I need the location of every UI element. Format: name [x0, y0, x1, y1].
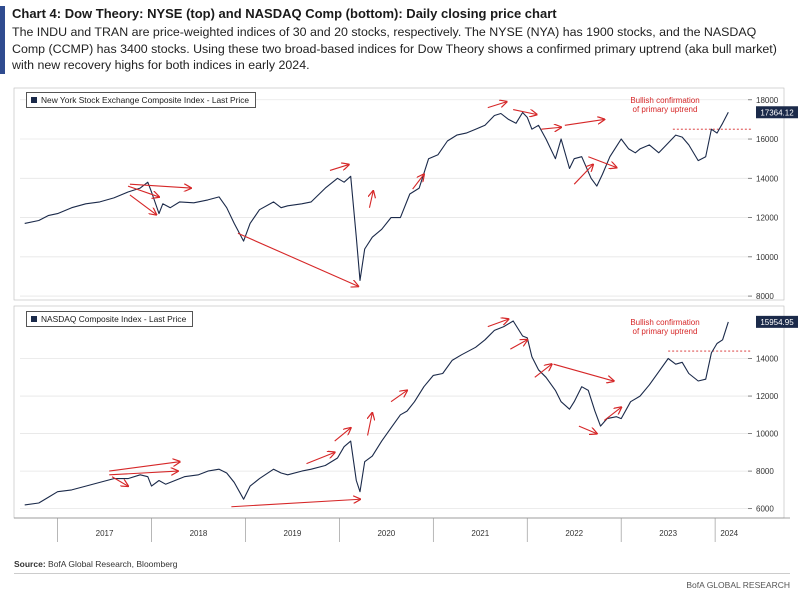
top-trend-arrow — [129, 194, 156, 215]
legend-top: New York Stock Exchange Composite Index … — [26, 92, 257, 108]
brand-footer: BofA GLOBAL RESEARCH — [686, 580, 790, 590]
top-ytick-label: 12000 — [756, 214, 779, 223]
bottom-annotation: Bullish confirmation of primary uptrend — [630, 318, 699, 336]
top-trend-arrow — [129, 183, 191, 188]
bottom-trend-arrow — [368, 413, 373, 436]
top-trend-arrow — [573, 165, 593, 185]
top-ytick-label: 18000 — [756, 96, 779, 105]
bottom-trend-arrow — [510, 340, 527, 350]
x-year-label: 2019 — [284, 529, 302, 538]
bottom-ytick-label: 8000 — [756, 467, 774, 476]
top-panel-frame — [13, 87, 785, 301]
bottom-ytick-label: 12000 — [756, 392, 779, 401]
x-year-label: 2018 — [190, 529, 208, 538]
top-trend-arrow — [369, 191, 373, 208]
legend-top-label: New York Stock Exchange Composite Index … — [41, 95, 250, 105]
source-note: Source: BofA Global Research, Bloomberg — [14, 559, 178, 569]
bottom-trend-arrow — [553, 363, 614, 381]
bottom-annotation-line: of primary uptrend — [633, 327, 698, 336]
bottom-trend-arrow — [603, 407, 621, 421]
top-trend-arrow — [329, 165, 349, 171]
top-price-line — [24, 111, 729, 281]
top-trend-arrow — [564, 119, 604, 126]
bottom-panel-frame — [13, 305, 785, 519]
bottom-trend-arrow — [306, 452, 335, 465]
top-trend-arrow — [487, 102, 507, 109]
title-accent-bar — [0, 6, 5, 74]
top-annotation: Bullish confirmation of primary uptrend — [630, 96, 699, 114]
bottom-trend-arrow — [578, 425, 597, 434]
top-last-value-tag — [756, 106, 798, 119]
source-label: Source: — [14, 559, 46, 569]
footer-rule — [14, 573, 790, 574]
top-trend-arrow — [588, 156, 616, 168]
bottom-trend-arrow — [534, 364, 552, 378]
top-trend-arrow — [513, 109, 536, 115]
top-ytick-label: 10000 — [756, 253, 779, 262]
legend-bottom-label: NASDAQ Composite Index - Last Price — [41, 314, 187, 324]
top-trend-arrow — [541, 127, 561, 129]
bottom-trend-arrow — [109, 471, 178, 475]
top-ytick-label: 14000 — [756, 174, 779, 183]
bottom-last-value-tag — [756, 315, 798, 328]
x-year-label: 2024 — [720, 529, 738, 538]
top-last-value-label: 17364.12 — [760, 108, 794, 117]
x-year-label: 2022 — [565, 529, 583, 538]
bottom-trend-arrow — [487, 319, 509, 328]
top-annotation-line: of primary uptrend — [633, 105, 698, 114]
legend-top-swatch — [31, 97, 37, 103]
bottom-trend-arrow — [231, 499, 360, 508]
bottom-ytick-label: 10000 — [756, 430, 779, 439]
legend-bottom: NASDAQ Composite Index - Last Price — [26, 311, 194, 327]
x-year-label: 2023 — [659, 529, 677, 538]
top-trend-arrow — [237, 232, 358, 286]
legend-bottom-swatch — [31, 316, 37, 322]
bottom-trend-arrow — [109, 462, 179, 472]
top-ytick-label: 8000 — [756, 292, 774, 301]
x-year-label: 2021 — [471, 529, 489, 538]
top-trend-arrow — [412, 174, 424, 190]
bottom-ytick-label: 14000 — [756, 355, 779, 364]
source-text: BofA Global Research, Bloomberg — [48, 559, 178, 569]
top-ytick-label: 16000 — [756, 135, 779, 144]
x-year-label: 2020 — [377, 529, 395, 538]
bottom-last-value-label: 15954.95 — [760, 318, 794, 327]
top-trend-arrow — [127, 185, 159, 197]
bottom-ytick-label: 6000 — [756, 505, 774, 514]
chart-title: Chart 4: Dow Theory: NYSE (top) and NASD… — [12, 6, 557, 21]
x-year-label: 2017 — [96, 529, 114, 538]
top-annotation-line: Bullish confirmation — [630, 96, 699, 105]
bottom-trend-arrow — [334, 428, 351, 442]
bottom-price-line — [24, 320, 729, 506]
chart-description: The INDU and TRAN are price-weighted ind… — [12, 25, 777, 72]
bottom-annotation-line: Bullish confirmation — [630, 318, 699, 327]
bottom-trend-arrow — [111, 476, 128, 486]
bottom-trend-arrow — [390, 390, 407, 403]
